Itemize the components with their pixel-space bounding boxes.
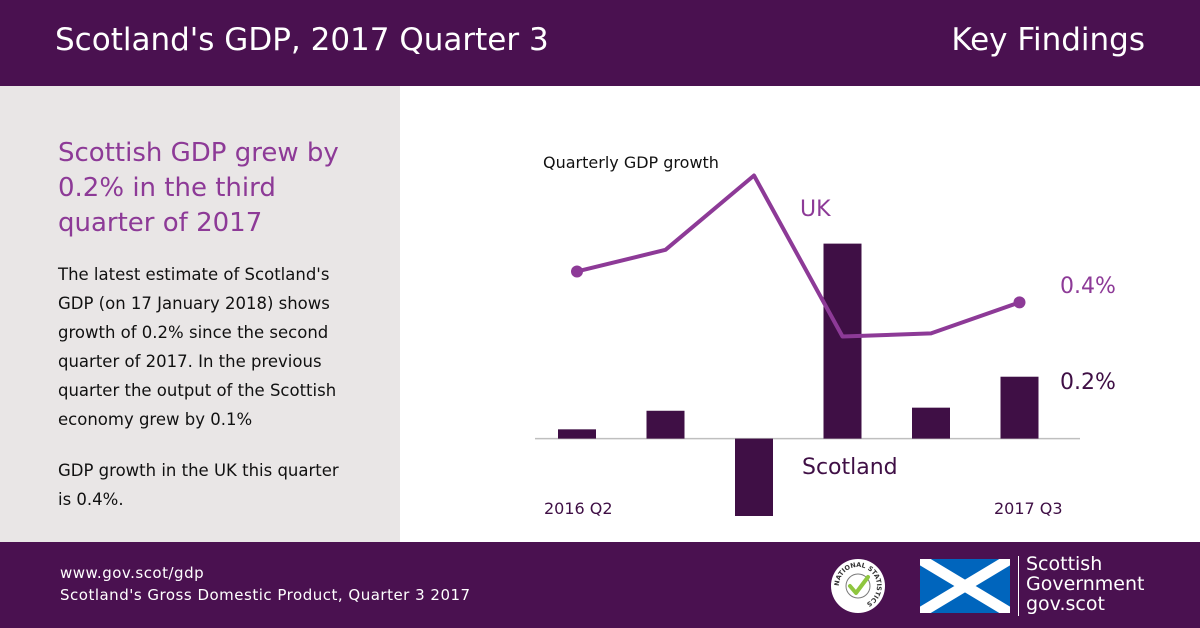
headline: Scottish GDP grew by 0.2% in the third q… [58, 138, 339, 238]
gov-name-line: Government [1026, 573, 1145, 595]
header-bar: Scotland's GDP, 2017 Quarter 3 Key Findi… [0, 0, 1200, 86]
uk-growth-paragraph: GDP growth in the UK this quarter is 0.4… [58, 461, 339, 509]
gov-site-link[interactable]: gov.scot [1026, 593, 1105, 615]
scotland-end-value-label: 0.2% [1060, 370, 1116, 395]
chart-title: Quarterly GDP growth [543, 153, 719, 172]
scotland-bar [558, 429, 596, 439]
national-statistics-badge-icon: NATIONAL STATISTICS [831, 559, 885, 613]
summary-paragraph: The latest estimate of Scotland's GDP (o… [58, 265, 337, 429]
key-findings-label: Key Findings [951, 22, 1145, 58]
scotland-bar [735, 438, 773, 516]
uk-series-line [576, 173, 1021, 339]
scotland-bar [823, 243, 862, 439]
uk-start-point [571, 265, 583, 278]
scotland-bar [912, 407, 950, 439]
logo-divider [1018, 556, 1019, 616]
gov-name-line: Scottish [1026, 553, 1103, 575]
summary-panel: Scottish GDP grew by 0.2% in the third q… [0, 86, 400, 542]
footer-bar: www.gov.scot/gdp Scotland's Gross Domest… [0, 542, 1200, 628]
page-title: Scotland's GDP, 2017 Quarter 3 [55, 22, 549, 58]
uk-series-label: UK [800, 197, 831, 222]
scotland-series-label: Scotland [802, 455, 898, 480]
uk-end-value-label: 0.4% [1060, 274, 1116, 299]
chart-panel: Quarterly GDP growth UK Scotland 0.4% 0.… [400, 86, 1200, 542]
uk-end-point [1013, 296, 1026, 309]
scotland-bar [646, 410, 685, 439]
x-tick-label-last: 2017 Q3 [994, 499, 1063, 518]
saltire-flag-icon [920, 559, 1010, 613]
scottish-government-logotype: Scottish Government gov.scot [1026, 554, 1145, 614]
website-link[interactable]: www.gov.scot/gdp [60, 564, 205, 582]
gdp-growth-chart: Quarterly GDP growth UK Scotland 0.4% 0.… [535, 153, 1116, 518]
x-tick-label-first: 2016 Q2 [544, 499, 613, 518]
publication-title: Scotland's Gross Domestic Product, Quart… [60, 586, 471, 604]
scotland-bar [1000, 376, 1039, 439]
